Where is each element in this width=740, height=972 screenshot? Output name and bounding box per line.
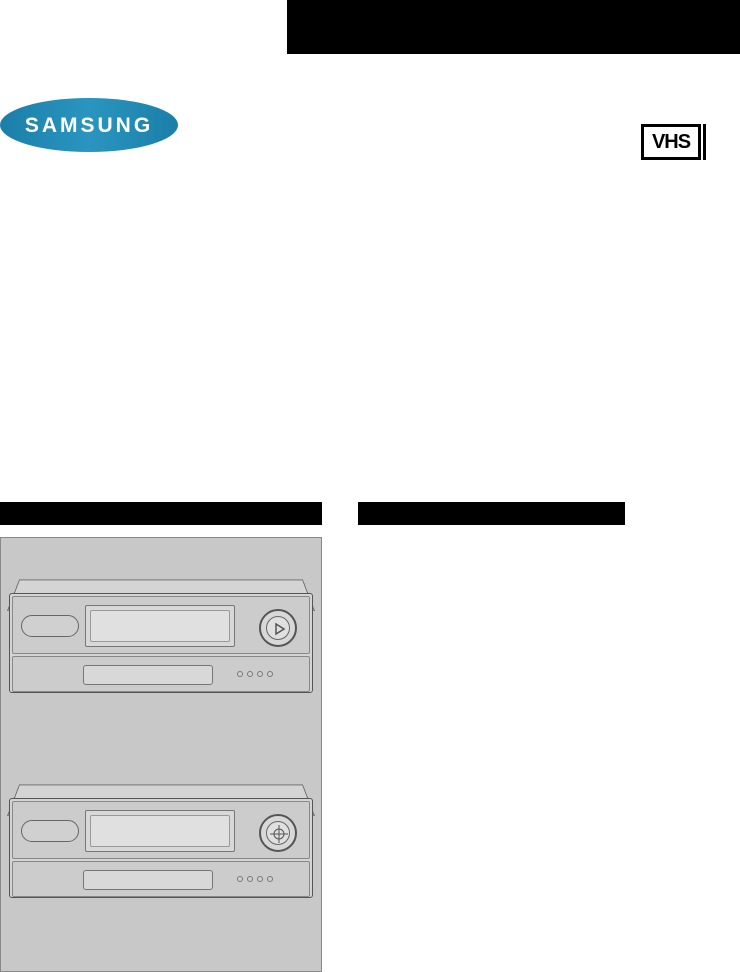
vcr-unit-bottom xyxy=(9,768,313,898)
vcr-lower-section xyxy=(12,656,310,692)
label-bar-left xyxy=(0,502,322,525)
samsung-logo-text: SAMSUNG xyxy=(25,114,153,137)
vcr-control-dots xyxy=(237,876,297,884)
vcr-unit-top xyxy=(9,563,313,693)
vcr-control-dots xyxy=(237,671,297,679)
vcr-left-buttons xyxy=(21,615,79,637)
label-bar-right xyxy=(358,502,625,525)
header-black-bar xyxy=(287,0,740,54)
vhs-badge: VHS xyxy=(641,124,703,160)
vcr-front-panel xyxy=(9,798,313,898)
vcr-illustration-panel xyxy=(0,537,322,972)
vcr-left-buttons xyxy=(21,820,79,842)
vcr-lower-section xyxy=(12,861,310,897)
jog-shuttle-dial xyxy=(259,814,297,852)
vcr-front-panel xyxy=(9,593,313,693)
vcr-display-window xyxy=(83,870,213,890)
vcr-upper-section xyxy=(12,596,310,654)
samsung-logo: SAMSUNG xyxy=(0,96,179,154)
cassette-slot xyxy=(85,810,235,852)
vhs-text: VHS xyxy=(652,131,690,154)
vcr-display-window xyxy=(83,665,213,685)
vhs-accent xyxy=(703,124,706,160)
jog-shuttle-dial xyxy=(259,609,297,647)
vcr-upper-section xyxy=(12,801,310,859)
cassette-slot xyxy=(85,605,235,647)
